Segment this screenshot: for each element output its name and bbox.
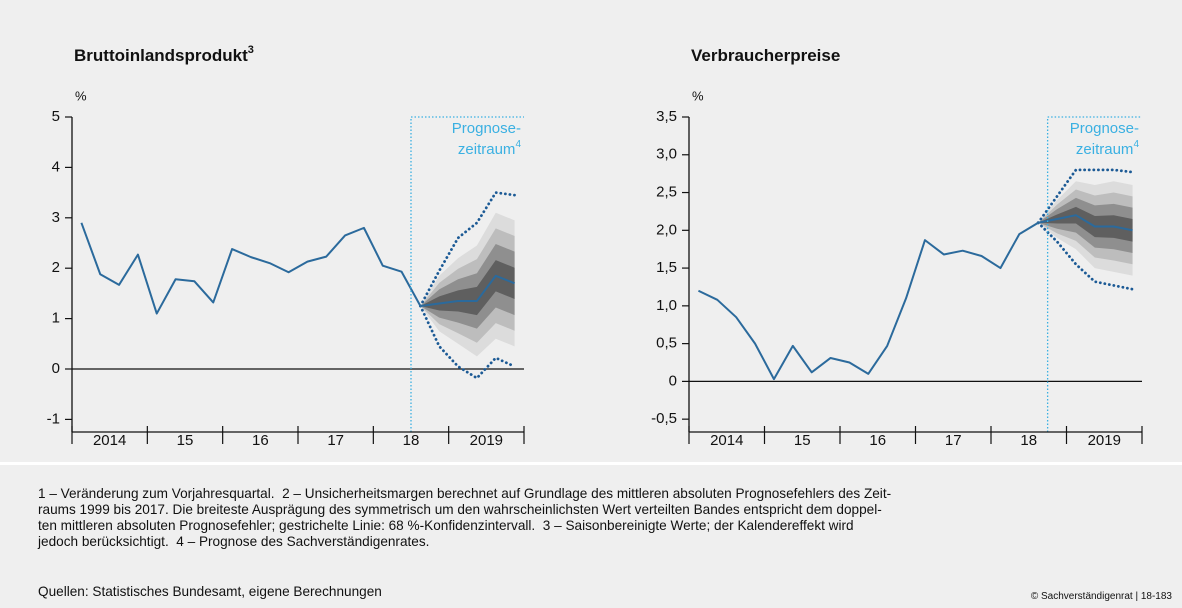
y-tick-label: 4	[52, 158, 60, 175]
line	[80, 222, 515, 315]
y-tick-label: 1,5	[656, 259, 677, 276]
y-axis-label: %	[692, 88, 704, 103]
y-tick-label: 1,0	[656, 297, 677, 314]
x-tick-label: 2014	[93, 432, 126, 449]
x-tick-label: 17	[945, 432, 962, 449]
y-tick-label: 2,0	[656, 221, 677, 238]
y-tick-label: 1	[52, 310, 60, 327]
forecast-label-text: zeitraum	[1076, 141, 1134, 158]
footnote: ten mittleren absoluten Prognosefehler; …	[38, 518, 854, 533]
y-tick-label: -0,5	[651, 410, 677, 427]
source: Quellen: Statistisches Bundesamt, eigene…	[38, 584, 382, 599]
y-tick-label: 0,5	[656, 335, 677, 352]
forecast-label-text: zeitraum	[458, 141, 516, 158]
y-tick-label: 0	[669, 372, 677, 389]
forecast-label: zeitraum4	[458, 139, 522, 158]
footnote: 1 – Veränderung zum Vorjahresquartal. 2 …	[38, 486, 892, 501]
fan-band	[420, 260, 515, 316]
x-tick-label: 2019	[1088, 432, 1121, 449]
line	[698, 214, 1133, 381]
interval-line	[1036, 168, 1134, 225]
footnote: raums 1999 bis 2017. Die breiteste Auspr…	[38, 502, 882, 517]
chart-title-text: Verbraucherpreise	[691, 46, 840, 65]
y-tick-label: 2,5	[656, 184, 677, 201]
forecast-label-note: 4	[515, 139, 521, 150]
y-tick-label: 3	[52, 209, 60, 226]
chart-title-note: 3	[248, 44, 254, 56]
x-tick-label: 18	[403, 432, 420, 449]
chart-title: Verbraucherpreise	[691, 46, 840, 65]
x-tick-label: 17	[327, 432, 344, 449]
forecast-label-note: 4	[1133, 139, 1139, 150]
x-tick-label: 15	[794, 432, 811, 449]
forecast-box	[410, 116, 524, 432]
x-tick-label: 15	[177, 432, 194, 449]
fan-band	[1038, 206, 1133, 242]
y-tick-label: 2	[52, 259, 60, 276]
x-tick-label: 16	[869, 432, 886, 449]
y-tick-label: 0	[52, 360, 60, 377]
chart-title-text: Bruttoinlandsprodukt	[74, 46, 248, 65]
y-tick-label: -1	[47, 410, 60, 427]
chart-title: Bruttoinlandsprodukt3	[74, 44, 254, 66]
forecast-label: Prognose-	[1070, 120, 1139, 137]
x-tick-label: 2014	[710, 432, 743, 449]
footnote: jedoch berücksichtigt. 4 – Prognose des …	[38, 534, 430, 549]
separator	[0, 462, 1182, 465]
forecast-label: zeitraum4	[1076, 139, 1140, 158]
y-tick-label: 5	[52, 108, 60, 125]
interval-line	[419, 191, 516, 308]
y-tick-label: 3,0	[656, 146, 677, 163]
interval-line	[1036, 221, 1134, 291]
x-tick-label: 16	[252, 432, 269, 449]
y-tick-label: 3,5	[656, 108, 677, 125]
x-tick-label: 18	[1020, 432, 1037, 449]
copyright: © Sachverständigenrat | 18-183	[1030, 591, 1172, 602]
forecast-label: Prognose-	[452, 120, 521, 137]
x-tick-label: 2019	[470, 432, 503, 449]
charts: Bruttoinlandsprodukt3%543210-1Prognose-z…	[47, 44, 1143, 449]
forecast-box	[1046, 116, 1142, 432]
y-axis-label: %	[75, 88, 87, 103]
interval-line	[419, 304, 516, 380]
